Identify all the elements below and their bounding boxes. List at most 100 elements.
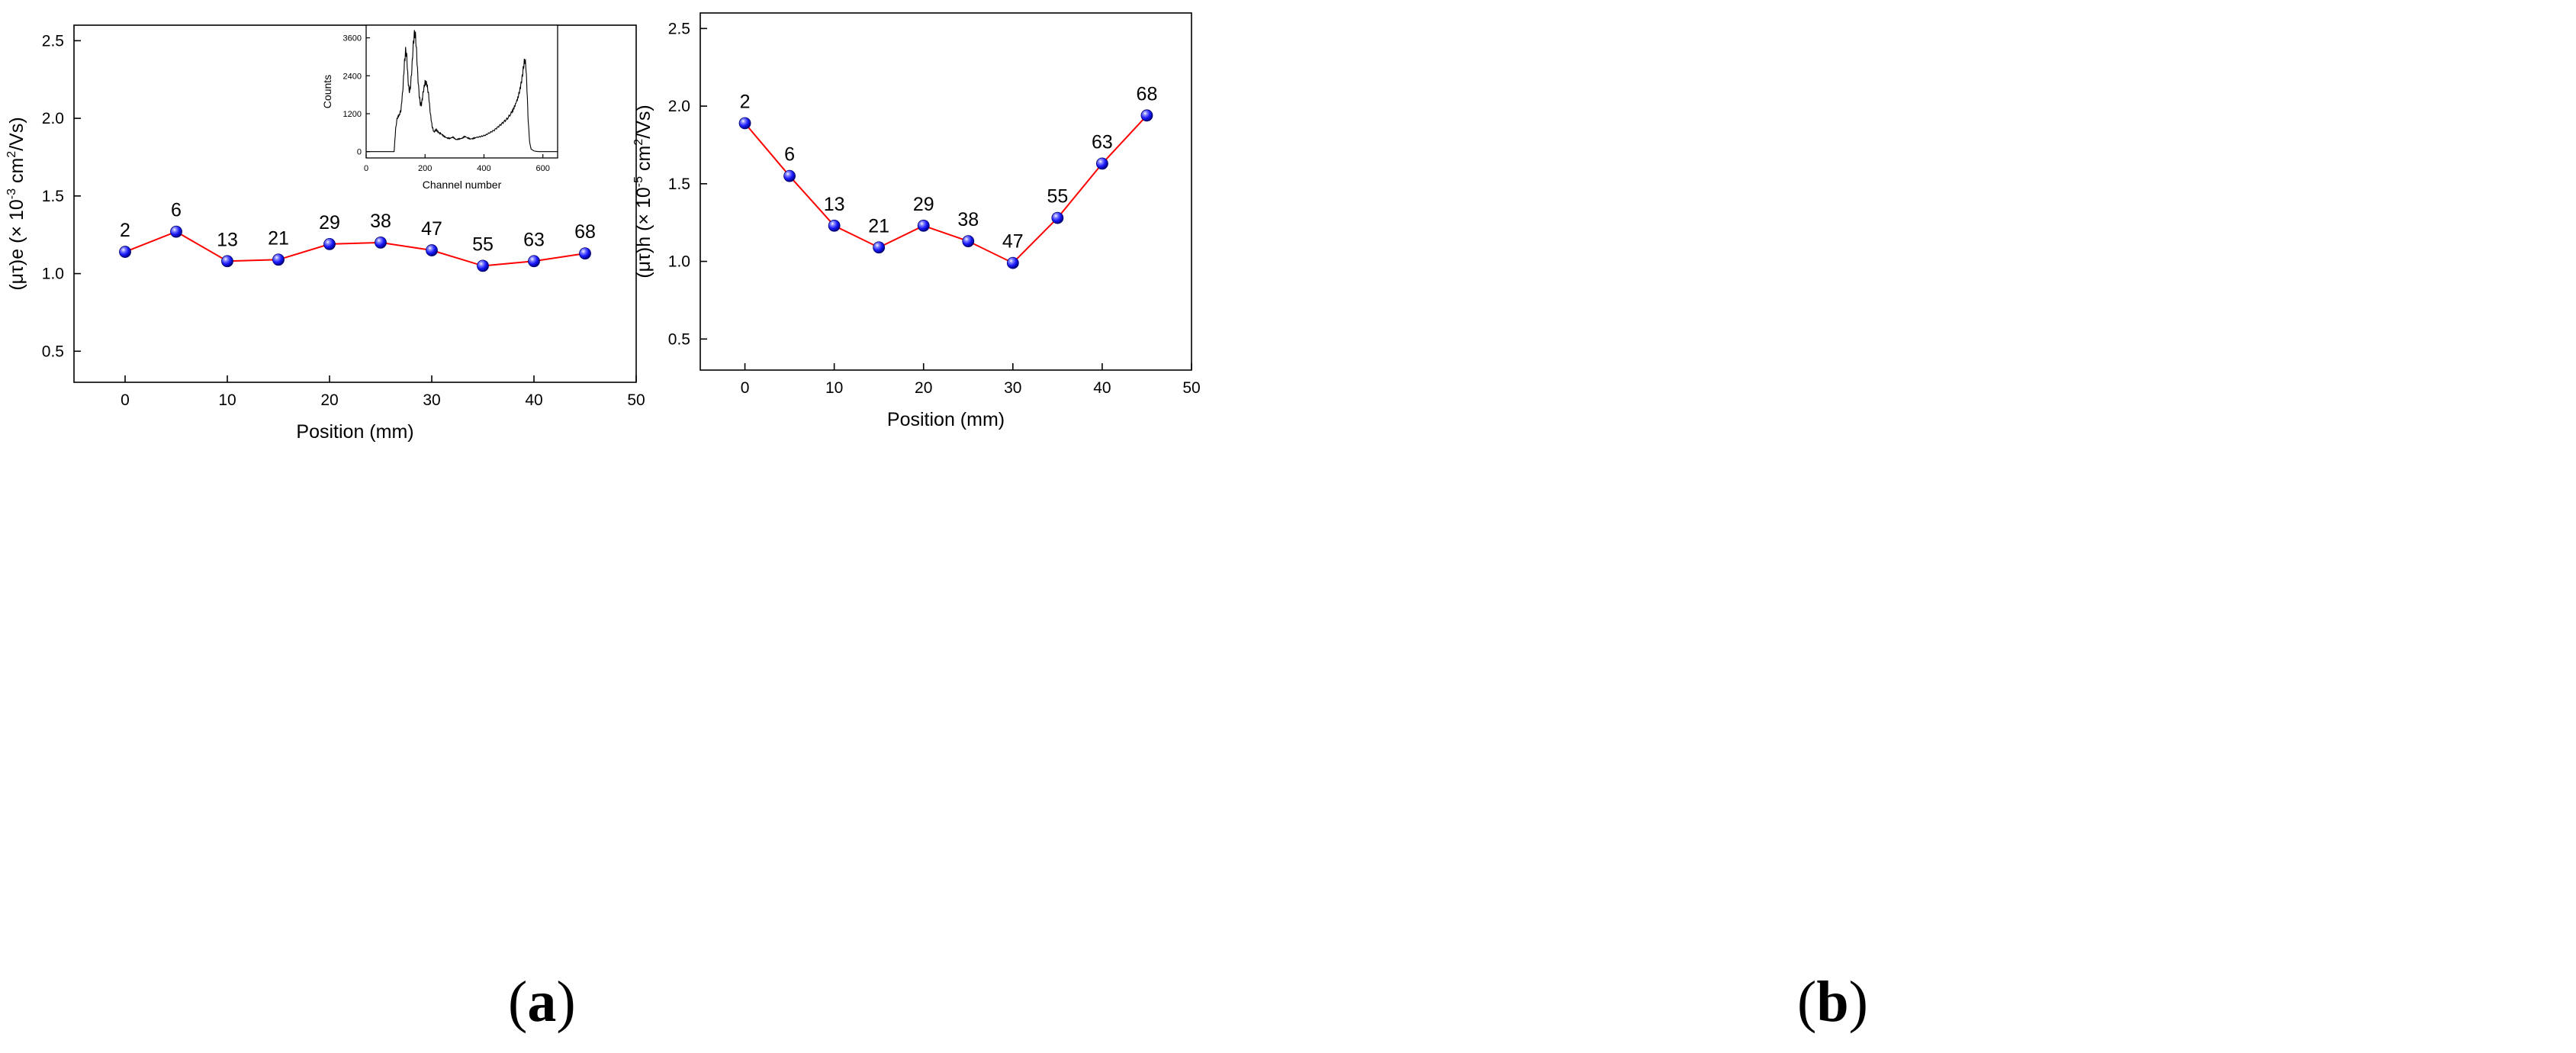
data-point-label: 21 bbox=[868, 215, 889, 237]
y-tick-label: 1.0 bbox=[42, 266, 64, 283]
caption-b: (b) bbox=[1797, 969, 1868, 1035]
data-point-label: 2 bbox=[740, 91, 751, 112]
data-point-label: 63 bbox=[523, 229, 545, 250]
caption-a-open: ( bbox=[508, 970, 528, 1034]
y-axis-label-unit-exponent: 2 bbox=[632, 139, 645, 146]
data-point-label: 21 bbox=[268, 227, 289, 249]
data-point-label: 13 bbox=[217, 229, 238, 250]
x-tick-label: 40 bbox=[525, 391, 542, 409]
inset-y-tick-label: 3600 bbox=[343, 34, 362, 43]
inset-spectrum: 0 200 400 600 0 1200 2400 3600 Channel number Cou… bbox=[321, 24, 558, 191]
data-point-label: 13 bbox=[824, 194, 845, 215]
data-point bbox=[477, 259, 489, 272]
data-point bbox=[1096, 157, 1108, 170]
data-point bbox=[1006, 256, 1019, 269]
y-tick-label: 2.0 bbox=[668, 98, 690, 115]
plot-frame-b bbox=[699, 12, 1192, 371]
data-point-label: 6 bbox=[784, 144, 795, 166]
data-point bbox=[783, 169, 796, 182]
inset-frame bbox=[365, 24, 558, 159]
data-point bbox=[579, 247, 591, 260]
data-point bbox=[323, 238, 336, 250]
x-tick-label: 0 bbox=[121, 391, 130, 409]
caption-b-close: ) bbox=[1848, 970, 1868, 1034]
x-axis-label: Position (mm) bbox=[887, 409, 1005, 430]
inset-spectrum-trace bbox=[366, 30, 558, 153]
data-point-label: 29 bbox=[913, 194, 934, 215]
data-point-label: 6 bbox=[171, 200, 182, 221]
y-tick-label: 2.5 bbox=[42, 32, 64, 50]
y-tick-label: 2.5 bbox=[668, 20, 690, 37]
y-tick-label: 1.5 bbox=[42, 188, 64, 205]
inset-y-tick-label: 0 bbox=[357, 148, 362, 157]
data-point-label: 47 bbox=[1002, 231, 1024, 253]
data-point bbox=[828, 219, 841, 232]
inset-y-axis-label: Counts bbox=[321, 75, 333, 108]
y-tick-label: 2.0 bbox=[42, 110, 64, 127]
data-point bbox=[873, 241, 886, 254]
data-point bbox=[221, 255, 233, 268]
data-point-label: 68 bbox=[1137, 83, 1158, 105]
y-axis-label-prefix: (μτ)e (× 10 bbox=[6, 199, 27, 290]
y-tick-label: 1.5 bbox=[668, 176, 690, 193]
data-point bbox=[738, 117, 751, 130]
caption-b-letter: b bbox=[1816, 970, 1849, 1034]
data-point bbox=[528, 255, 540, 268]
x-tick-label: 0 bbox=[741, 379, 750, 397]
y-axis-label: (μτ)h (× 10-5 cm2/Vs) bbox=[632, 105, 654, 278]
inset-x-axis-label: Channel number bbox=[423, 179, 502, 191]
x-tick-label: 10 bbox=[825, 379, 843, 397]
data-point-label: 55 bbox=[1047, 186, 1068, 208]
data-point-label: 63 bbox=[1092, 131, 1113, 153]
data-point bbox=[962, 235, 975, 248]
y-tick-label: 0.5 bbox=[42, 343, 64, 360]
data-point bbox=[917, 219, 930, 232]
x-tick-label: 30 bbox=[423, 391, 440, 409]
caption-b-open: ( bbox=[1797, 970, 1817, 1034]
x-tick-label: 10 bbox=[218, 391, 236, 409]
y-axis-label-exponent: -3 bbox=[5, 188, 18, 199]
y-tick-label: 0.5 bbox=[668, 330, 690, 348]
caption-a-close: ) bbox=[556, 970, 576, 1034]
y-axis-label-unit: cm bbox=[633, 146, 654, 176]
data-point-label: 29 bbox=[319, 212, 340, 233]
data-point-label: 47 bbox=[421, 218, 442, 240]
y-axis-label-unit-exponent: 2 bbox=[5, 151, 18, 158]
x-tick-label: 50 bbox=[627, 391, 645, 409]
caption-a-letter: a bbox=[527, 970, 557, 1034]
series-line bbox=[744, 114, 1148, 264]
caption-a: (a) bbox=[508, 969, 576, 1035]
data-point bbox=[1051, 211, 1064, 224]
data-point bbox=[375, 236, 387, 249]
y-axis-label-suffix: /Vs) bbox=[6, 117, 27, 150]
inset-x-tick-label: 0 bbox=[364, 164, 368, 173]
x-tick-label: 50 bbox=[1182, 379, 1200, 397]
y-axis-label-prefix: (μτ)h (× 10 bbox=[633, 187, 654, 278]
series-line bbox=[124, 230, 586, 267]
inset-y-tick-label: 1200 bbox=[343, 110, 362, 119]
x-tick-label: 40 bbox=[1093, 379, 1111, 397]
y-axis-label: (μτ)e (× 10-3 cm2/Vs) bbox=[5, 117, 27, 290]
inset-x-tick-label: 200 bbox=[418, 164, 432, 173]
x-tick-label: 20 bbox=[320, 391, 338, 409]
data-point-label: 2 bbox=[120, 220, 130, 241]
y-axis-label-exponent: -5 bbox=[632, 176, 645, 187]
data-point bbox=[272, 253, 285, 266]
plot-frame-a bbox=[73, 24, 637, 383]
inset-y-tick-label: 2400 bbox=[343, 72, 362, 81]
chart-b: 0 10 20 30 40 50 0.5 1.0 1.5 2.0 2.5 Position (mm) (… bbox=[632, 12, 1201, 430]
inset-x-tick-label: 600 bbox=[536, 164, 550, 173]
inset-x-tick-label: 400 bbox=[477, 164, 490, 173]
data-point-label: 38 bbox=[957, 209, 979, 230]
data-point bbox=[426, 244, 438, 256]
data-point bbox=[170, 225, 182, 238]
y-axis-label-suffix: /Vs) bbox=[633, 105, 654, 138]
y-axis-label-unit: cm bbox=[6, 158, 27, 188]
x-tick-label: 20 bbox=[915, 379, 932, 397]
data-point bbox=[119, 246, 131, 258]
data-point-label: 68 bbox=[574, 221, 596, 243]
x-tick-label: 30 bbox=[1004, 379, 1021, 397]
data-point-label: 38 bbox=[370, 211, 391, 232]
